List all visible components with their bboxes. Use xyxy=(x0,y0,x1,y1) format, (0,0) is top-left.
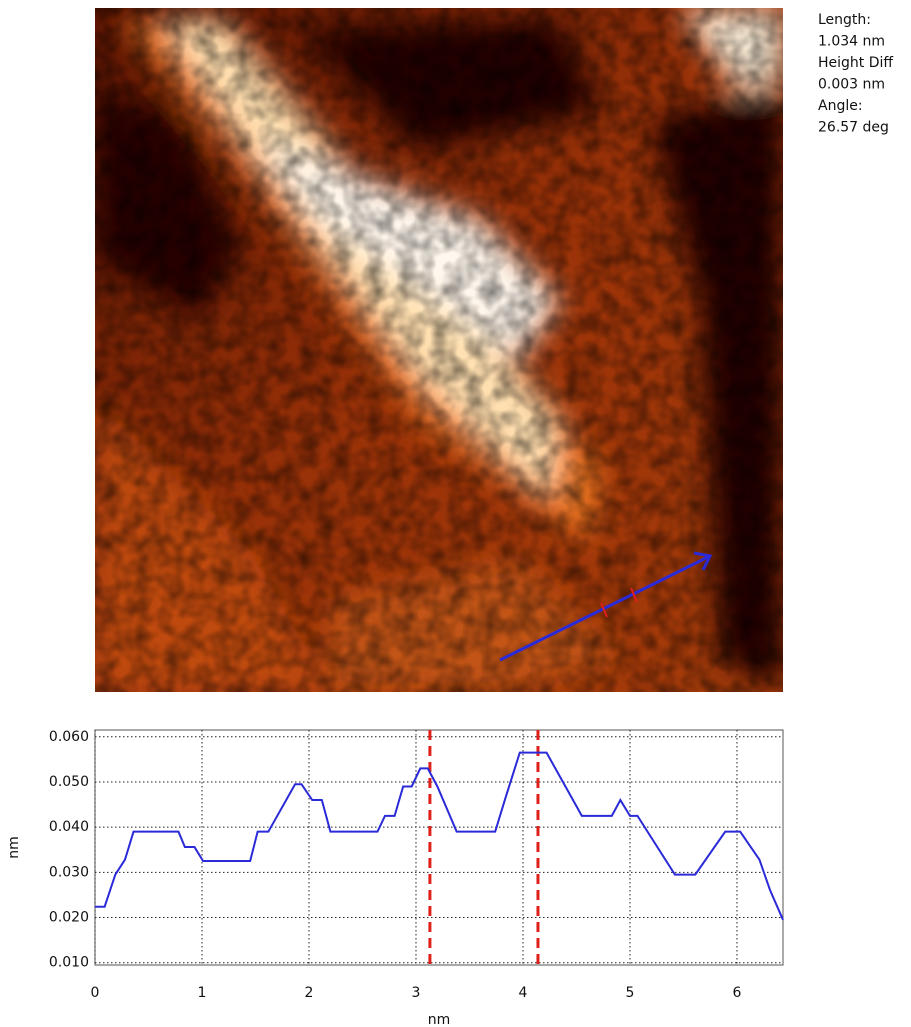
y-tick-label: 0.030 xyxy=(49,864,89,880)
y-tick-label: 0.040 xyxy=(49,819,89,835)
y-tick-label: 0.020 xyxy=(49,910,89,926)
y-tick-label: 0.060 xyxy=(49,729,89,745)
x-tick-label: 5 xyxy=(626,985,635,1001)
x-tick-label: 2 xyxy=(305,985,314,1001)
annotation: Height Diff xyxy=(818,55,893,71)
y-axis-label: nm xyxy=(6,836,22,859)
x-tick-label: 1 xyxy=(198,985,207,1001)
y-tick-label: 0.010 xyxy=(49,955,89,971)
y-tick-label: 0.050 xyxy=(49,774,89,790)
profile-line xyxy=(95,751,784,921)
plot-frame xyxy=(94,729,784,966)
x-axis-label: nm xyxy=(428,1012,451,1027)
annotation: Length: xyxy=(818,12,871,28)
annotation: 1.034 nm xyxy=(818,34,885,50)
x-tick-label: 3 xyxy=(412,985,421,1001)
x-tick-label: 4 xyxy=(519,985,528,1001)
annotation: 0.003 nm xyxy=(818,77,885,93)
annotation: 26.57 deg xyxy=(818,120,889,136)
x-tick-label: 0 xyxy=(91,985,100,1001)
measurement-annotations: Length: 1.034 nm Height Diff 0.003 nm Angle:… xyxy=(818,12,893,136)
annotation: Angle: xyxy=(818,98,863,114)
x-tick-label: 6 xyxy=(733,985,742,1001)
stm-image xyxy=(95,8,783,692)
